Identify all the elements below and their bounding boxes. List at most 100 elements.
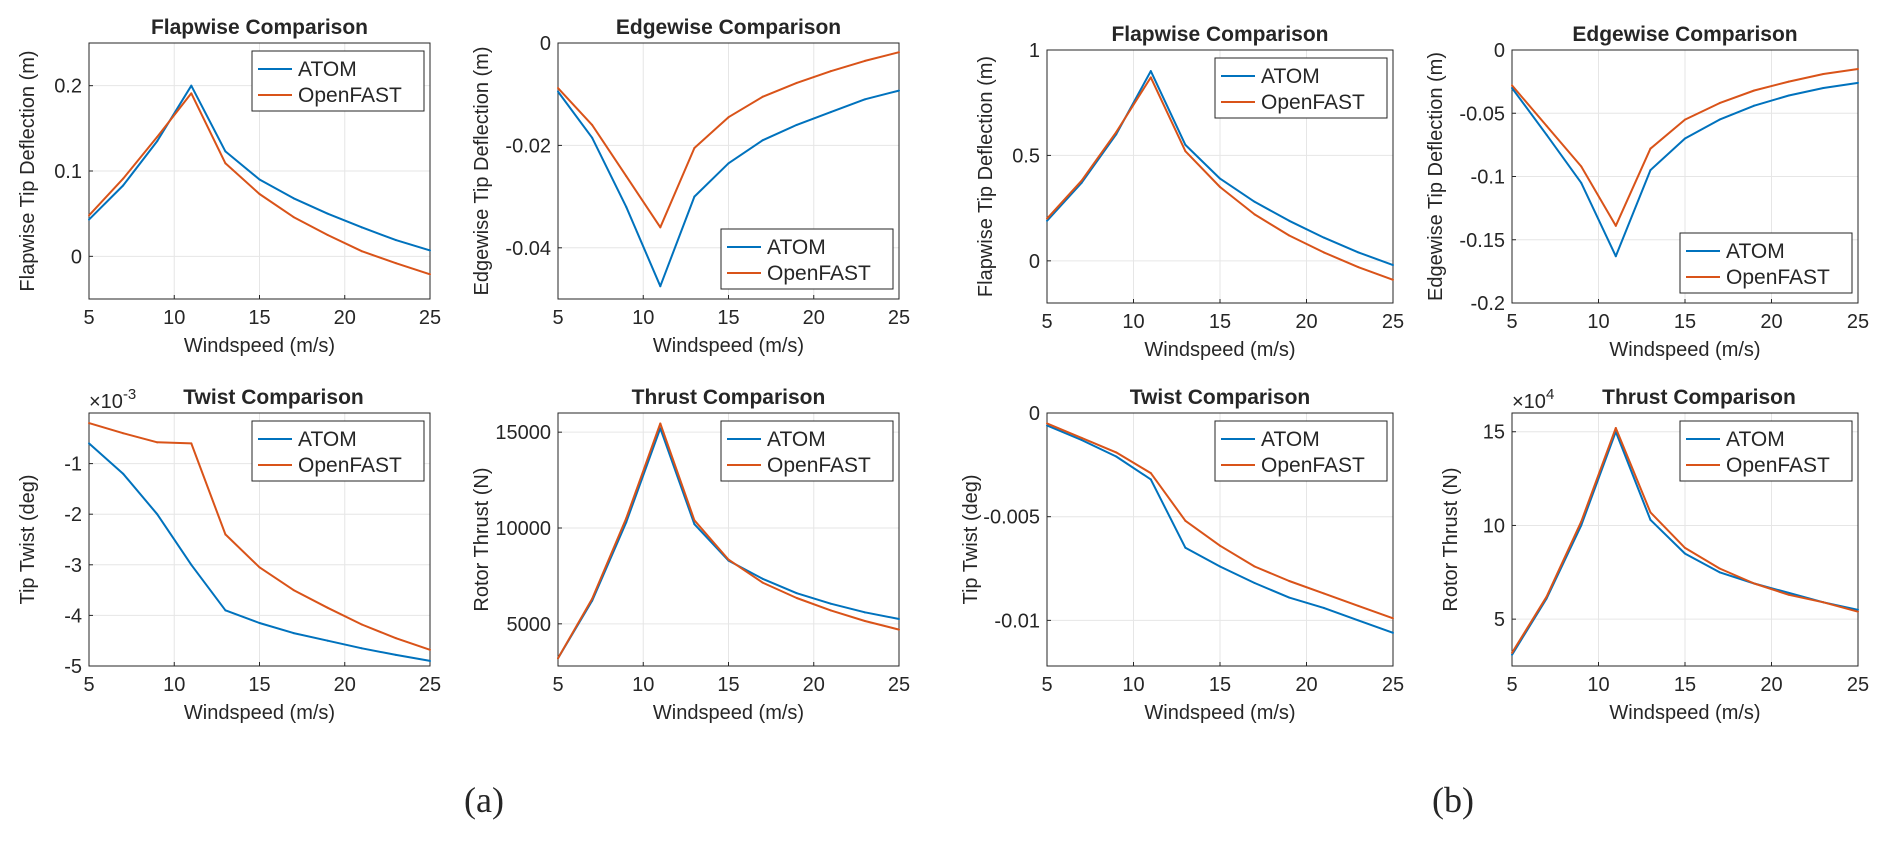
data-point-openfast <box>190 442 193 445</box>
data-point-openfast <box>1614 426 1617 429</box>
data-point-atom <box>224 150 227 153</box>
x-tick-label: 5 <box>1506 311 1517 333</box>
chart-title: Edgewise Comparison <box>1572 23 1797 46</box>
data-point-atom <box>224 609 227 612</box>
chart-panel-a3: 5 10 15 20 25 -5 -4 -3 -2 -1 ×10-3 Twist Comparison… <box>17 386 441 724</box>
y-tick-label: 1 <box>1029 40 1040 62</box>
x-tick-label: 10 <box>1122 674 1144 696</box>
data-point-atom <box>1580 181 1583 184</box>
data-point-atom <box>1149 70 1152 73</box>
y-axis-label: Rotor Thrust (N) <box>1440 467 1462 611</box>
data-point-atom <box>693 195 696 198</box>
x-axis-label: Windspeed (m/s) <box>1609 339 1760 361</box>
data-point-atom <box>1392 631 1394 634</box>
legend-box <box>720 228 894 290</box>
data-point-openfast <box>394 637 397 640</box>
data-point-openfast <box>88 422 90 425</box>
data-point-openfast <box>795 81 798 84</box>
data-point-atom <box>326 639 329 642</box>
data-point-atom <box>122 472 125 475</box>
data-point-atom <box>292 197 295 200</box>
data-point-openfast <box>1580 520 1583 523</box>
y-tick-label: 10000 <box>495 518 551 540</box>
data-point-atom <box>1253 582 1256 585</box>
data-point-atom <box>898 618 900 621</box>
data-point-openfast <box>829 70 832 73</box>
chart-panel-a4: 5 10 15 20 25 5000 10000 15000 Thrust Comparison… <box>471 386 910 724</box>
x-tick-label: 5 <box>1041 674 1052 696</box>
data-point-openfast <box>1857 67 1859 70</box>
y-tick-label: 5000 <box>507 614 552 636</box>
data-point-openfast <box>1684 546 1686 549</box>
data-point-atom <box>1046 424 1048 427</box>
data-point-openfast <box>224 162 227 165</box>
x-tick-label: 25 <box>419 674 441 696</box>
data-point-atom <box>360 647 363 650</box>
y-tick-label: 0 <box>1494 40 1505 62</box>
x-tick-label: 15 <box>248 674 270 696</box>
x-tick-label: 15 <box>717 674 739 696</box>
x-tick-label: 5 <box>1506 674 1517 696</box>
chart-title: Thrust Comparison <box>632 386 826 409</box>
data-point-atom <box>1718 118 1721 121</box>
x-axis-label: Windspeed (m/s) <box>1144 339 1295 361</box>
y-tick-label: 0.1 <box>54 161 82 183</box>
data-point-openfast <box>1684 118 1686 121</box>
data-point-openfast <box>761 95 764 98</box>
legend-box <box>720 420 894 482</box>
data-point-openfast <box>292 216 295 219</box>
data-point-openfast <box>1115 451 1118 454</box>
y-tick-label: -0.15 <box>1459 230 1505 252</box>
data-point-atom <box>190 563 193 566</box>
x-axis-label: Windspeed (m/s) <box>1609 702 1760 724</box>
data-point-atom <box>761 139 764 142</box>
data-point-openfast <box>898 628 900 631</box>
data-point-atom <box>863 98 866 101</box>
data-point-atom <box>1184 546 1187 549</box>
y-exponent-label: ×10-3 <box>89 386 136 413</box>
data-point-openfast <box>761 581 764 584</box>
data-point-openfast <box>122 432 125 435</box>
x-axis-label: Windspeed (m/s) <box>1144 702 1295 724</box>
data-point-atom <box>88 442 90 445</box>
y-tick-label: 0 <box>1029 403 1040 425</box>
x-tick-label: 15 <box>248 307 270 329</box>
data-point-openfast <box>326 606 329 609</box>
data-point-openfast <box>727 116 730 119</box>
data-point-atom <box>1718 571 1721 574</box>
data-point-openfast <box>88 214 90 217</box>
chart-panel-b1: 5 10 15 20 25 0 0.5 1 Flapwise Comparison Windspe… <box>975 23 1404 361</box>
data-point-openfast <box>829 609 832 612</box>
data-point-atom <box>1046 219 1048 222</box>
legend-label-openfast: OpenFAST <box>767 454 871 477</box>
legend-label-atom: ATOM <box>1726 428 1785 451</box>
data-point-atom <box>1684 552 1686 555</box>
data-point-openfast <box>625 175 628 178</box>
data-point-atom <box>122 184 125 187</box>
x-tick-label: 5 <box>552 674 563 696</box>
data-point-atom <box>1219 177 1221 180</box>
data-point-openfast <box>591 123 594 126</box>
data-point-openfast <box>1718 567 1721 570</box>
x-tick-label: 10 <box>632 674 654 696</box>
x-tick-label: 25 <box>888 674 910 696</box>
data-point-openfast <box>557 657 559 660</box>
legend-box <box>251 420 425 482</box>
data-point-openfast <box>1288 234 1291 237</box>
x-tick-label: 20 <box>803 307 825 329</box>
data-point-atom <box>1115 455 1118 458</box>
x-tick-label: 5 <box>83 307 94 329</box>
data-point-openfast <box>1357 604 1360 607</box>
data-point-atom <box>429 659 431 662</box>
data-point-openfast <box>1857 610 1859 613</box>
y-axis-label: Edgewise Tip Deflection (m) <box>471 47 493 296</box>
data-point-openfast <box>1545 124 1548 127</box>
data-point-openfast <box>1322 592 1325 595</box>
x-tick-label: 25 <box>1382 311 1404 333</box>
data-point-openfast <box>795 596 798 599</box>
data-point-atom <box>1822 86 1825 89</box>
x-tick-label: 5 <box>83 674 94 696</box>
data-point-openfast <box>122 177 125 180</box>
legend-label-atom: ATOM <box>298 428 357 451</box>
y-tick-label: -0.01 <box>994 610 1040 632</box>
